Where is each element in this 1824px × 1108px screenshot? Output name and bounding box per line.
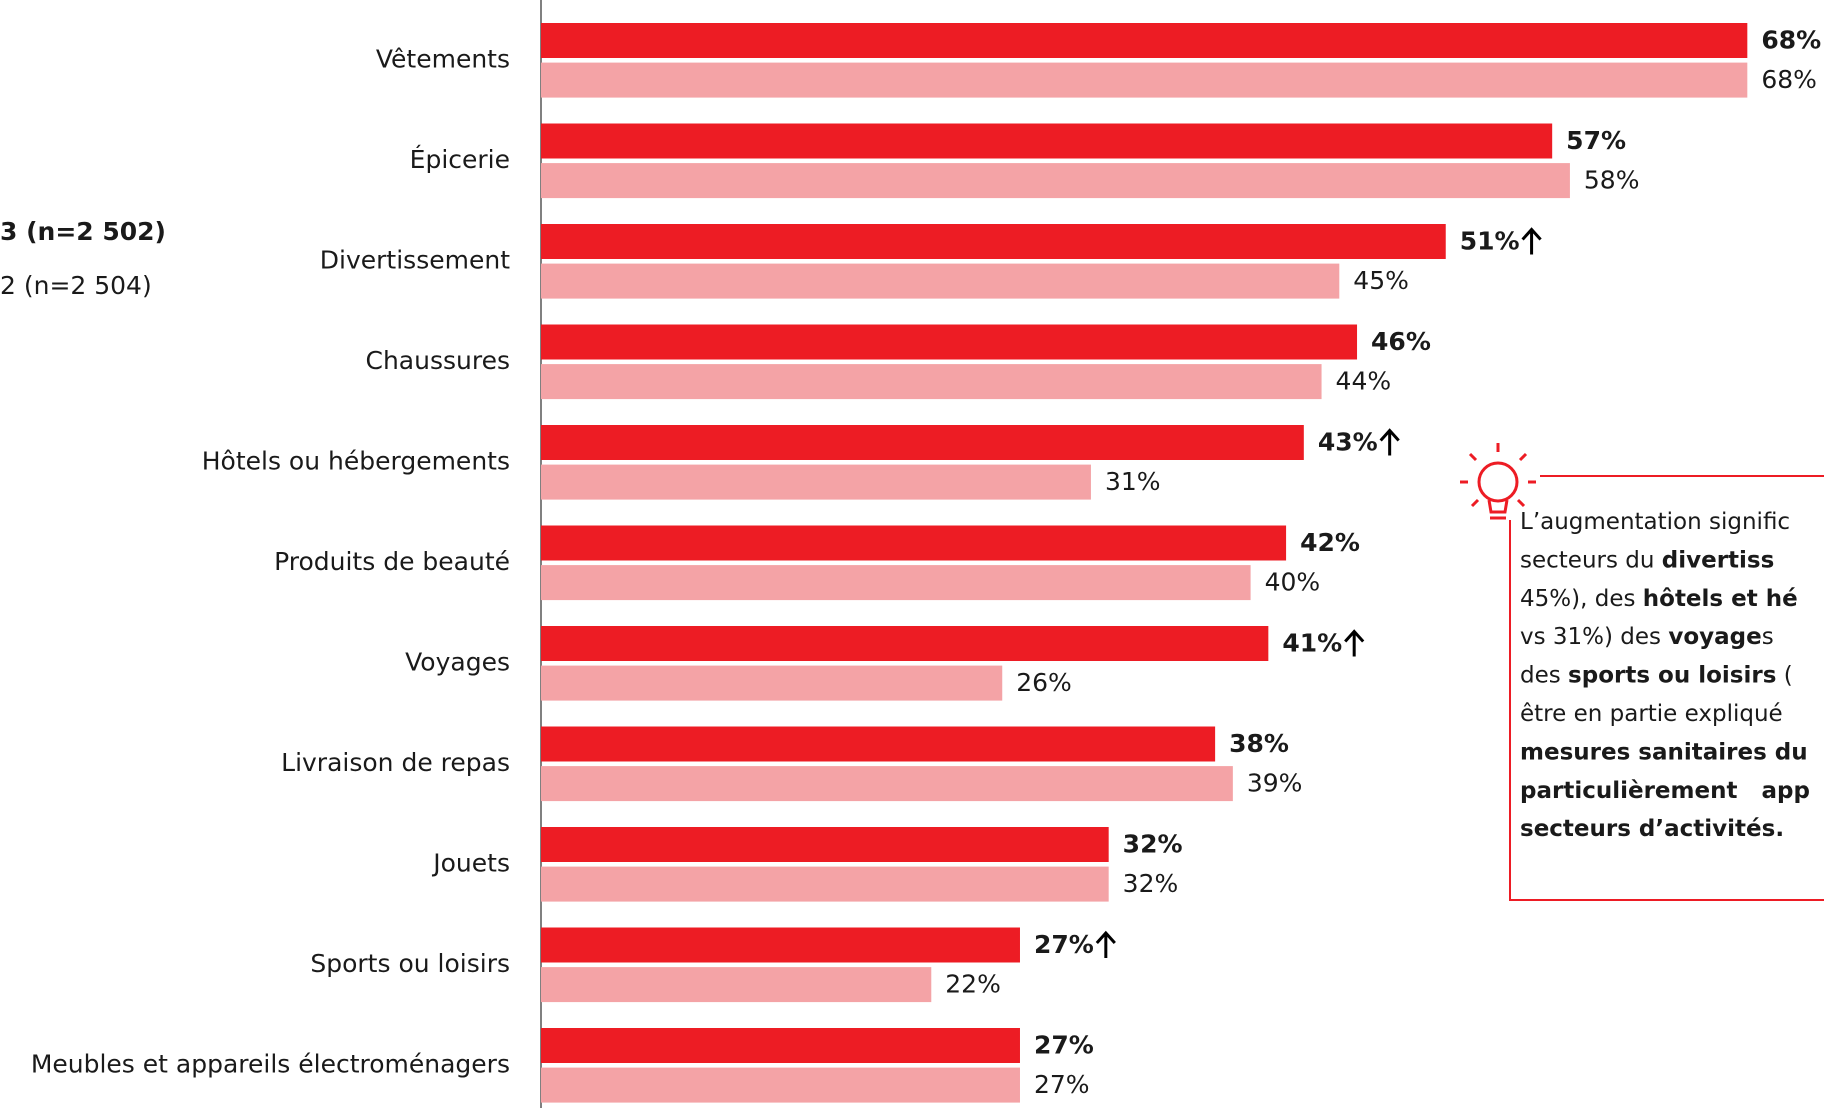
- increase-arrow: [1521, 227, 1542, 255]
- callout-text: particulièrement app: [1520, 777, 1810, 803]
- legend-label: 2 (n=2 504): [0, 271, 152, 300]
- value-label: 57%: [1566, 126, 1626, 155]
- increase-arrow: [1095, 930, 1116, 958]
- bar: [541, 364, 1322, 400]
- bar: [541, 23, 1748, 58]
- callout-line: mesures sanitaires du: [1520, 739, 1808, 765]
- bar: [541, 1067, 1020, 1103]
- category-label: Jouets: [431, 848, 510, 877]
- callout-text: secteurs du: [1520, 547, 1662, 573]
- category-label: Épicerie: [410, 145, 510, 174]
- callout-text: sports ou loisirs: [1568, 662, 1776, 688]
- category-label: Voyages: [405, 647, 510, 676]
- bar: [541, 726, 1216, 762]
- callout-text: voyage: [1668, 624, 1761, 650]
- value-label: 26%: [1016, 668, 1072, 697]
- callout-text: divertiss: [1662, 547, 1775, 573]
- bar: [541, 927, 1020, 963]
- value-label: 45%: [1353, 266, 1409, 295]
- callout-text: des: [1520, 662, 1568, 688]
- legend-label: 3 (n=2 502): [0, 217, 166, 246]
- callout-line: secteurs d’activités.: [1520, 816, 1784, 842]
- value-label: 44%: [1336, 367, 1392, 396]
- value-label: 40%: [1265, 568, 1321, 597]
- bar: [541, 1028, 1020, 1063]
- callout-text: s: [1762, 624, 1774, 650]
- category-label: Livraison de repas: [281, 748, 510, 777]
- callout-border: [1509, 475, 1824, 901]
- bar: [541, 224, 1446, 259]
- callout-line: secteurs du divertiss: [1520, 547, 1774, 573]
- bar: [541, 62, 1748, 98]
- bar: [541, 866, 1109, 902]
- callout-text: vs 31%) des: [1520, 624, 1668, 650]
- bar: [541, 766, 1233, 802]
- callout-line: 45%), des hôtels et hé: [1520, 585, 1798, 611]
- value-label: 27%: [1034, 930, 1094, 959]
- bar: [541, 464, 1091, 500]
- category-label: Vêtements: [376, 44, 510, 73]
- callout-text: (: [1776, 662, 1792, 688]
- value-label: 39%: [1247, 769, 1303, 798]
- value-label: 31%: [1105, 467, 1161, 496]
- category-label: Hôtels ou hébergements: [202, 446, 510, 475]
- value-label: 43%: [1318, 428, 1378, 457]
- callout-text: L’augmentation signific: [1520, 509, 1790, 535]
- category-label: Meubles et appareils électroménagers: [31, 1049, 510, 1078]
- callout-text: être en partie expliqué: [1520, 701, 1783, 727]
- callout-line: vs 31%) des voyages: [1520, 624, 1774, 650]
- value-label: 27%: [1034, 1031, 1094, 1060]
- value-label: 32%: [1123, 869, 1179, 898]
- callout-line: des sports ou loisirs (: [1520, 662, 1793, 688]
- callout-text: 45%), des: [1520, 585, 1643, 611]
- value-label: 58%: [1584, 166, 1640, 195]
- increase-arrow: [1379, 428, 1400, 456]
- callout-text: mesures sanitaires du: [1520, 739, 1808, 765]
- value-label: 42%: [1300, 528, 1360, 557]
- bar: [541, 425, 1304, 460]
- lightbulb-icon: [1460, 443, 1536, 520]
- callout-line: être en partie expliqué: [1520, 701, 1783, 727]
- category-label: Chaussures: [366, 346, 511, 375]
- bar: [541, 324, 1358, 360]
- value-label: 27%: [1034, 1070, 1090, 1099]
- value-label: 51%: [1460, 227, 1520, 256]
- value-label: 22%: [945, 970, 1001, 999]
- value-label: 46%: [1371, 327, 1431, 356]
- bar: [541, 626, 1269, 661]
- bar: [541, 665, 1003, 701]
- callout-line: particulièrement app: [1520, 777, 1810, 803]
- increase-arrow: [1344, 629, 1365, 657]
- value-label: 32%: [1123, 830, 1183, 859]
- category-label: Divertissement: [320, 245, 510, 274]
- bar: [541, 967, 932, 1003]
- bar: [541, 263, 1340, 299]
- value-label: 38%: [1229, 729, 1289, 758]
- value-label: 68%: [1761, 65, 1817, 94]
- callout-text: hôtels et hé: [1643, 585, 1798, 611]
- bar: [541, 525, 1287, 561]
- category-label: Sports ou loisirs: [310, 949, 510, 978]
- bar: [541, 565, 1251, 601]
- bar: [541, 123, 1553, 159]
- bar: [541, 163, 1570, 199]
- callout-line: L’augmentation signific: [1520, 509, 1790, 535]
- bar: [541, 827, 1109, 862]
- category-label: Produits de beauté: [274, 547, 510, 576]
- value-label: 41%: [1282, 629, 1342, 658]
- value-label: 68%: [1761, 26, 1821, 55]
- callout-text: secteurs d’activités.: [1520, 816, 1784, 842]
